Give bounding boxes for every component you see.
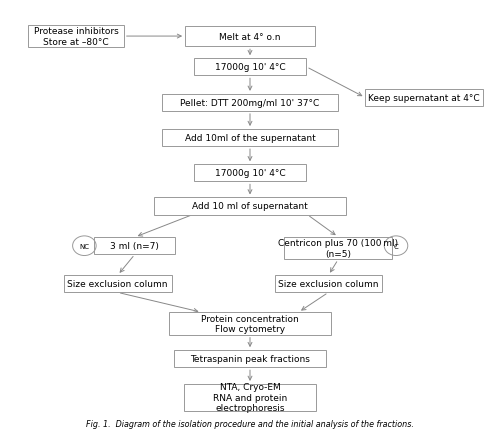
Text: 17000g 10' 4°C: 17000g 10' 4°C [214,63,286,72]
FancyBboxPatch shape [185,27,315,47]
FancyBboxPatch shape [365,90,483,107]
FancyBboxPatch shape [94,237,176,255]
Text: 3 ml (n=7): 3 ml (n=7) [110,242,160,251]
Text: Tetraspanin peak fractions: Tetraspanin peak fractions [190,354,310,363]
FancyBboxPatch shape [28,26,124,48]
FancyBboxPatch shape [162,130,338,147]
Text: Melt at 4° o.n: Melt at 4° o.n [219,33,281,41]
Text: NC: NC [80,243,90,249]
FancyBboxPatch shape [64,276,172,293]
FancyBboxPatch shape [284,237,392,260]
Text: Pellet: DTT 200mg/ml 10' 37°C: Pellet: DTT 200mg/ml 10' 37°C [180,98,320,108]
FancyBboxPatch shape [154,198,346,215]
Text: 17000g 10' 4°C: 17000g 10' 4°C [214,169,286,178]
Text: Fig. 1.  Diagram of the isolation procedure and the initial analysis of the frac: Fig. 1. Diagram of the isolation procedu… [86,419,414,428]
Text: Keep supernatant at 4°C: Keep supernatant at 4°C [368,94,480,103]
Text: Add 10 ml of supernatant: Add 10 ml of supernatant [192,202,308,211]
Text: Protease inhibitors
Store at –80°C: Protease inhibitors Store at –80°C [34,27,118,47]
Text: Size exclusion column: Size exclusion column [278,280,378,289]
FancyBboxPatch shape [194,165,306,182]
Text: C: C [394,243,398,249]
FancyBboxPatch shape [184,384,316,411]
Text: Size exclusion column: Size exclusion column [68,280,168,289]
Text: Protein concentration
Flow cytometry: Protein concentration Flow cytometry [201,314,299,333]
FancyBboxPatch shape [174,350,326,368]
FancyBboxPatch shape [162,95,338,112]
FancyBboxPatch shape [274,276,382,293]
Text: Add 10ml of the supernatant: Add 10ml of the supernatant [184,134,316,143]
FancyBboxPatch shape [169,313,331,335]
Text: NTA, Cryo-EM
RNA and protein
electrophoresis: NTA, Cryo-EM RNA and protein electrophor… [213,382,287,412]
Text: Centricon plus 70 (100 ml)
(n=5): Centricon plus 70 (100 ml) (n=5) [278,239,398,258]
FancyBboxPatch shape [194,59,306,76]
